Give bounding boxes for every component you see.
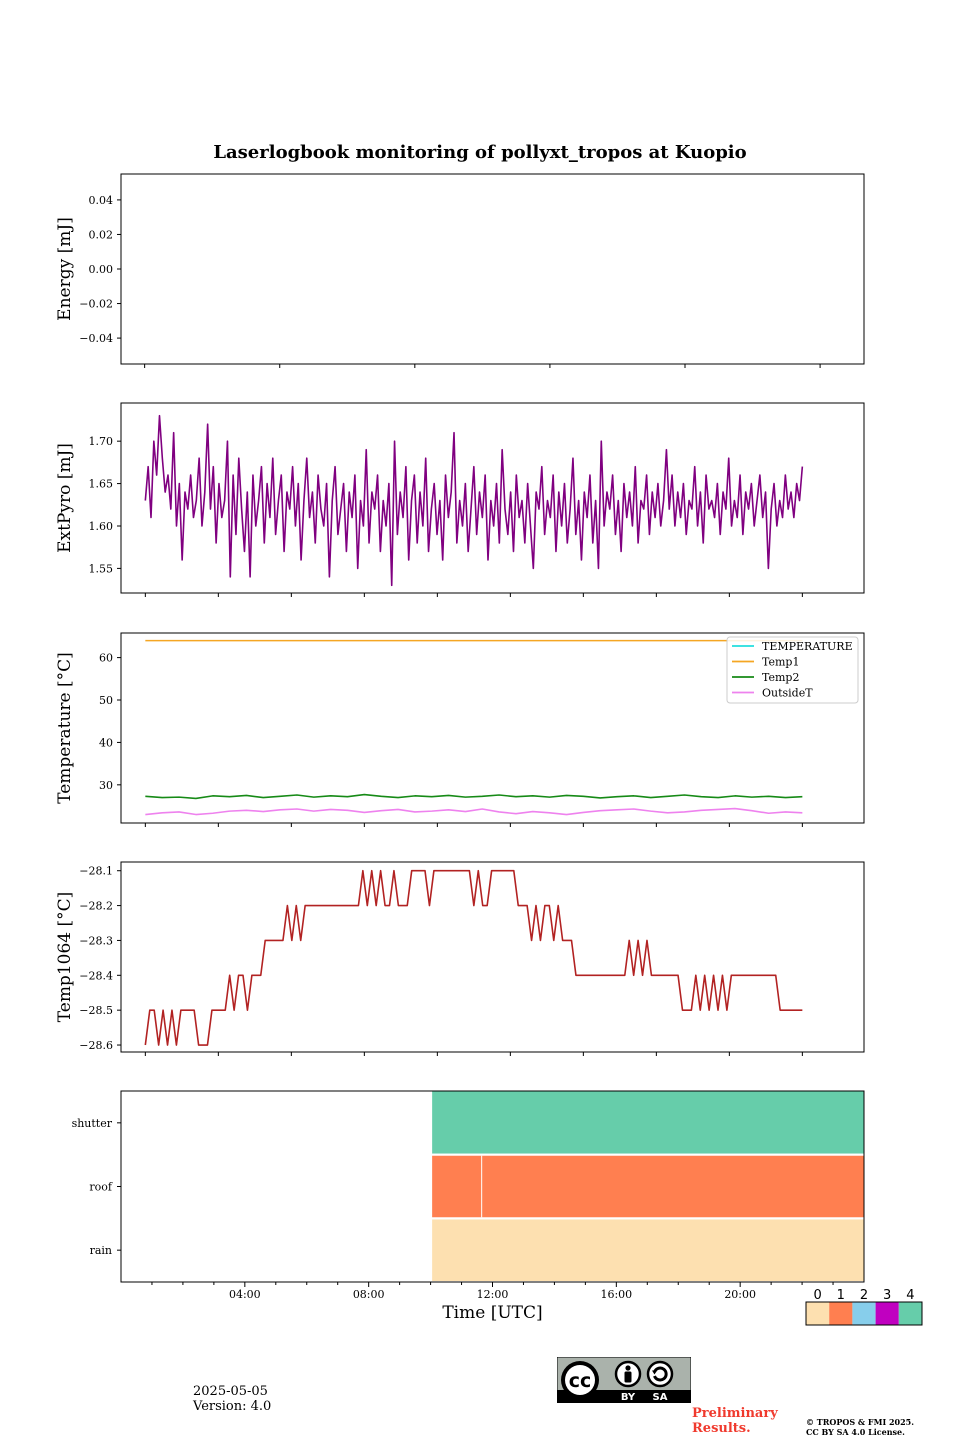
y-axis-label: ExtPyro [mJ] [55,443,75,553]
y-tick-label: −0.02 [79,298,113,311]
colorbar-label-4: 4 [906,1288,914,1303]
colorbar-label-0: 0 [813,1288,821,1303]
y-tick-label: −28.4 [79,969,113,982]
plot-frame [120,173,865,365]
copyright-line-2: CC BY SA 4.0 License. [806,1427,905,1437]
y-tick-label: −28.2 [79,900,113,913]
copyright-line-1: © TROPOS & FMI 2025. [806,1417,915,1427]
y-tick-label: 1.55 [89,562,114,575]
copyright-label: © TROPOS & FMI 2025. CC BY SA 4.0 Licens… [806,1417,956,1437]
plot-frame [120,402,865,594]
cc-icon-label: cc [569,1370,592,1392]
figure-title: Laserlogbook monitoring of pollyxt_tropo… [213,142,746,163]
legend: TEMPERATURE Temp1 Temp2 OutsideT [726,636,859,704]
y-tick-label-rain: rain [90,1244,112,1257]
x-tick-label: 12:00 [477,1288,509,1301]
status-cell-shutter [432,1091,864,1154]
legend-label-outsidet: OutsideT [762,687,813,700]
panel-3: −28.1 −28.2 −28.3 −28.4 −28.5 −28.6 Temp1064 [… [55,861,865,1056]
colorbar-cell-3 [875,1302,899,1325]
legend-frame [726,636,859,704]
y-tick-label: 50 [99,694,113,707]
y-tick-label: 60 [99,652,113,665]
plot-frame [120,632,865,824]
series-line-outsidet [145,807,803,816]
y-tick-label: −28.3 [79,934,113,947]
x-tick-label: 04:00 [229,1288,261,1301]
y-tick-label: 0.04 [89,194,114,207]
preliminary-results-label: Preliminary Results. [692,1406,802,1436]
cc-by-sa-license-badge: cc BY SA [557,1357,691,1403]
panel-0: 0.04 0.02 0.00 −0.02 −0.04 Energy [mJ] [55,173,865,368]
status-cell-rain [432,1219,864,1281]
y-axis-label: Temperature [°C] [55,652,75,804]
y-tick-label-roof: roof [89,1181,113,1194]
plot-frame [120,861,865,1053]
colorbar-frame [805,1301,923,1326]
y-tick-label: 1.70 [89,435,114,448]
sa-icon [646,1360,674,1388]
colorbar-label-1: 1 [837,1288,845,1303]
preliminary-line-2: Results. [692,1421,751,1436]
status-cell-roof [432,1155,864,1218]
colorbar-cell-0 [806,1302,830,1325]
y-tick-label: 1.60 [89,520,114,533]
y-tick-label: 1.65 [89,478,114,491]
colorbar-cell-2 [852,1302,876,1325]
series-line-temp2 [145,793,803,800]
legend-label-temp2: Temp2 [762,671,799,684]
panel-1: 1.70 1.65 1.60 1.55 ExtPyro [mJ] [55,402,865,597]
date-label: 2025-05-05 [193,1384,268,1399]
panel-2: 60 50 40 30 Temperature [°C] TEMPERATURE Temp1… [55,632,865,827]
y-tick-label: 0.00 [89,263,114,276]
y-axis-label: Energy [mJ] [55,217,75,321]
colorbar-label-3: 3 [883,1288,891,1303]
colorbar-cell-4 [898,1302,922,1325]
colorbar-cell-1 [829,1302,853,1325]
y-tick-label: −28.6 [79,1039,113,1052]
series-line-3-0 [144,869,803,1046]
y-tick-label: 30 [99,779,113,792]
by-label: BY [621,1392,636,1403]
y-tick-label: 0.02 [89,228,114,241]
x-tick-label: 20:00 [724,1288,756,1301]
series-line-1-0 [144,414,804,587]
y-axis-label: Temp1064 [°C] [55,892,75,1023]
version-label: Version: 4.0 [193,1399,272,1414]
x-axis-label: Time [UTC] [442,1303,542,1323]
y-tick-label: 40 [99,736,113,749]
legend-label-temp1: Temp1 [762,656,799,669]
y-tick-label: −0.04 [79,332,113,345]
preliminary-line-1: Preliminary [692,1406,778,1421]
y-tick-label-shutter: shutter [72,1117,113,1130]
panel-4: shutter roof rain 04:00 08:00 12:00 16:00 20:00… [72,1090,923,1326]
x-tick-label: 08:00 [353,1288,385,1301]
y-tick-label: −28.1 [79,865,113,878]
colorbar-label-2: 2 [860,1288,868,1303]
legend-label-temperature: TEMPERATURE [762,640,853,653]
x-tick-label: 16:00 [600,1288,632,1301]
y-tick-label: −28.5 [79,1004,113,1017]
sa-label: SA [653,1392,668,1403]
